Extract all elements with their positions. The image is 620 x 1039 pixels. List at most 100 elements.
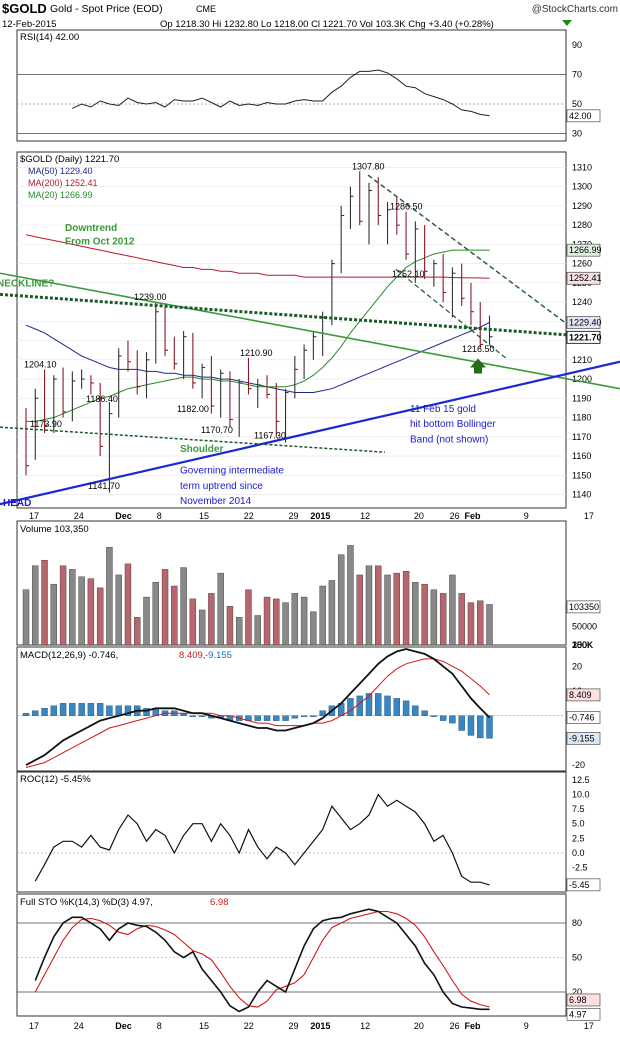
volume-bar (50, 583, 58, 646)
volume-bar (402, 571, 410, 646)
volume-bar (282, 602, 289, 646)
price-tick-label: 1300 (572, 182, 592, 192)
price-annotation: 1167.30 (254, 431, 286, 441)
volume-bar (254, 615, 261, 646)
volume-bar (161, 569, 169, 646)
sto-legend: Full STO %K(14,3) %D(3) 4.97, (20, 897, 153, 908)
symbol-name: Gold - Spot Price (EOD) (50, 3, 163, 15)
note-bollinger-1: 11 Feb 15 gold (410, 404, 476, 415)
volume-bar (41, 559, 48, 646)
price-annotation: 1173.90 (30, 419, 62, 429)
price-x-tick-label: 26 (450, 511, 460, 521)
price-legend-ma200: MA(200) 1252.41 (28, 178, 98, 188)
macd-histogram-bar (96, 703, 104, 716)
volume-bar (208, 593, 215, 646)
price-annotation: 1204.10 (24, 360, 57, 370)
macd-histogram-bar (439, 715, 447, 721)
note-bollinger-3: Band (not shown) (410, 435, 488, 446)
macd-histogram-bar (384, 695, 391, 716)
macd-tick-label: -20 (572, 760, 585, 770)
macd-tick-label: 20 (572, 661, 582, 671)
macd-histogram-bar (477, 715, 484, 739)
macd-histogram-bar (124, 705, 132, 716)
volume-bar (236, 617, 243, 646)
macd-histogram-bar (78, 703, 85, 716)
volume-bar (106, 547, 113, 646)
price-x-tick-label: Feb (465, 511, 482, 521)
price-annotation: 1307.80 (352, 161, 385, 171)
price-tick-label: 1180 (572, 413, 591, 423)
ohlc-summary: Op 1218.30 Hi 1232.80 Lo 1218.00 Cl 1221… (160, 19, 494, 30)
macd-tag-hist-box (566, 731, 601, 745)
note-head: HEAD (3, 498, 31, 509)
rsi-line (72, 69, 490, 117)
volume-tick-label: 300K (572, 640, 593, 650)
macd-histogram-bar (69, 703, 76, 716)
note-neckline: NECKLINE? (0, 279, 54, 290)
macd-histogram-bar (393, 698, 400, 716)
roc-legend: ROC(12) -5.45% (20, 774, 91, 785)
price-annotation: 1186.40 (86, 394, 118, 404)
macd-histogram-bar (356, 695, 363, 716)
price-x-tick-label: 17 (29, 511, 39, 521)
volume-bar (365, 565, 373, 646)
volume-current-label-box (566, 600, 601, 614)
price-x-tick-label: 2015 (310, 511, 330, 521)
macd-histogram-bar (263, 715, 271, 721)
macd-histogram-bar (319, 710, 326, 716)
sto-tick-label: 50 (572, 953, 582, 963)
sto-tick-label: 20 (572, 987, 582, 997)
volume-bar (384, 574, 391, 646)
price-tag-ma50-box (566, 316, 601, 329)
bottom-x-tick-label: 29 (289, 1021, 299, 1031)
macd-histogram-bar (87, 703, 95, 716)
volume-bar (412, 582, 419, 646)
bottom-x-tick-label: 8 (157, 1021, 162, 1031)
volume-tick-label: 50000 (572, 622, 597, 632)
volume-bar (59, 565, 67, 646)
volume-bar (245, 589, 252, 646)
price-annotation: 1141.70 (88, 481, 120, 491)
macd-histogram-bar (402, 700, 410, 716)
chart-marks: 9070503042.00131013001290128012701260125… (0, 40, 620, 1031)
macd-histogram-bar (412, 705, 419, 716)
price-annotation: 1170.70 (201, 425, 233, 435)
change-up-icon (562, 20, 572, 26)
price-annotation: 1216.50 (462, 344, 495, 354)
price-x-tick-label: 24 (74, 511, 84, 521)
macd-tag-hist: -9.155 (569, 733, 595, 743)
volume-bar (393, 572, 400, 646)
price-tag-ma20: 1266.99 (569, 245, 602, 255)
bottom-x-tick-label: Feb (465, 1021, 482, 1031)
price-x-tick-label: 8 (157, 511, 162, 521)
price-annotation: 1182.00 (177, 404, 209, 414)
roc-tick-label: 5.0 (572, 819, 585, 829)
volume-bar (189, 598, 197, 646)
roc-panel: ROC(12) -5.45% (16, 771, 567, 893)
volume-bar (115, 574, 122, 646)
price-x-tick-label: Dec (115, 511, 132, 521)
ma200-line (25, 234, 490, 279)
bottom-x-tick-label: 17 (584, 1021, 594, 1031)
volume-bar (263, 596, 271, 646)
price-tick-label: 1260 (572, 259, 592, 269)
sto-panel: Full STO %K(14,3) %D(3) 4.97, 6.98 (16, 893, 567, 1017)
volume-bar (198, 609, 206, 646)
volume-bar (486, 604, 493, 646)
price-legend-ma20: MA(20) 1266.99 (28, 190, 93, 200)
volume-bar (124, 563, 132, 646)
macd-histogram-bar (282, 715, 289, 721)
note-governing-3: November 2014 (180, 496, 252, 507)
volume-bar (477, 600, 484, 646)
macd-legend-signal: 8.409, (179, 650, 205, 661)
price-tag-ma200-box (566, 271, 601, 285)
volume-tick-label: 250K (572, 640, 593, 650)
price-tick-label: 1240 (572, 297, 592, 307)
rsi-tick-label: 70 (572, 69, 582, 79)
volume-bar (32, 565, 39, 646)
macd-histogram-bar (273, 715, 280, 721)
bottom-x-tick-label: 26 (450, 1021, 460, 1031)
bottom-x-tick-label: 24 (74, 1021, 84, 1031)
macd-histogram-bar (486, 715, 493, 739)
